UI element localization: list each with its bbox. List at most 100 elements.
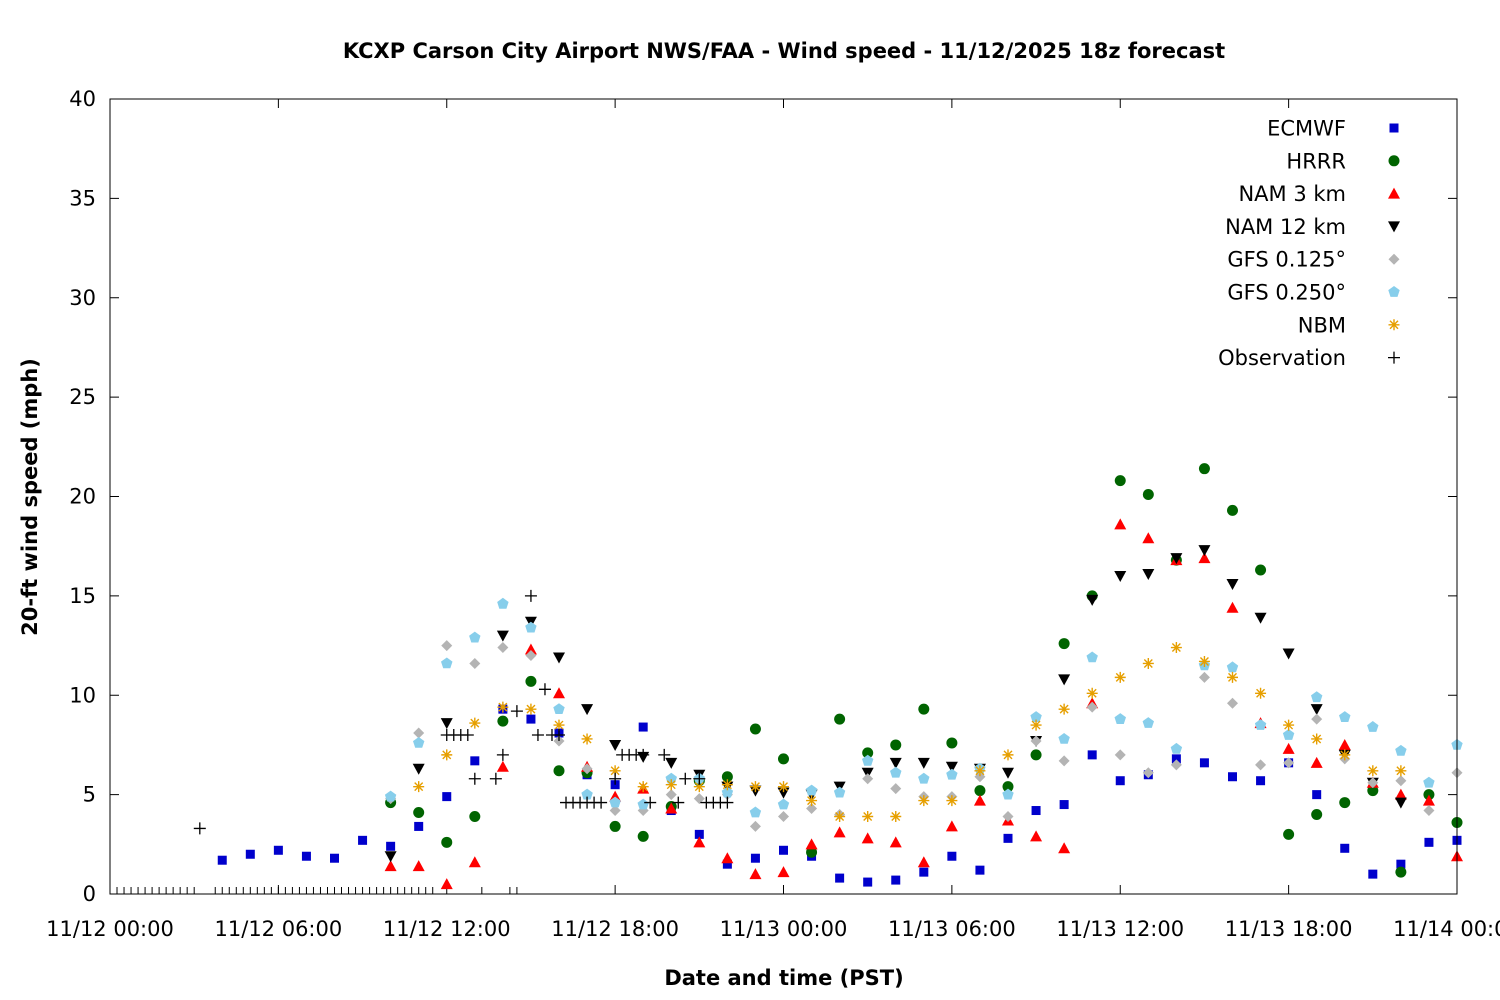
data-point [469, 657, 481, 669]
data-point [889, 757, 902, 769]
data-point [862, 773, 874, 785]
data-point [890, 783, 902, 795]
data-point [891, 875, 901, 885]
x-tick-label: 11/13 18:00 [1225, 917, 1353, 941]
data-point [468, 856, 481, 868]
data-point [1423, 805, 1435, 817]
data-point [1115, 776, 1125, 786]
data-point [1114, 518, 1127, 530]
data-point [1086, 594, 1099, 606]
data-points [193, 463, 1463, 890]
data-point [1114, 475, 1126, 487]
data-point [889, 836, 902, 848]
data-point [440, 878, 453, 890]
data-point [693, 793, 705, 805]
data-point [553, 652, 565, 664]
data-point [553, 765, 565, 777]
data-point [1170, 742, 1183, 754]
data-point [974, 765, 986, 777]
data-point [1226, 661, 1239, 673]
data-point [806, 803, 818, 815]
data-point [1283, 828, 1295, 840]
data-point [778, 781, 789, 793]
chart-title: KCXP Carson City Airport NWS/FAA - Wind … [343, 39, 1225, 63]
data-point [806, 795, 818, 807]
data-point [358, 835, 368, 845]
y-tick-label: 0 [83, 882, 96, 906]
data-point [1030, 830, 1043, 842]
data-point [581, 704, 594, 716]
data-point [442, 792, 452, 802]
data-point [595, 796, 608, 809]
data-point [609, 739, 622, 751]
data-point [497, 701, 509, 713]
data-point [1058, 755, 1070, 767]
data-point [526, 714, 536, 724]
data-point [538, 683, 551, 696]
data-point [553, 687, 565, 699]
data-point [1255, 759, 1267, 771]
data-point [1198, 655, 1210, 667]
data-point [525, 650, 537, 661]
data-point [441, 836, 453, 848]
data-point [1002, 810, 1014, 822]
data-point [1058, 638, 1070, 650]
data-point [581, 788, 593, 800]
data-point [301, 851, 311, 861]
data-point [806, 846, 818, 858]
data-point [1423, 776, 1435, 788]
legend-label: GFS 0.125° [1227, 248, 1346, 272]
data-point [1142, 717, 1154, 728]
legend-marker [1388, 221, 1400, 233]
data-point [672, 796, 685, 809]
data-point [693, 781, 705, 793]
data-point [890, 739, 902, 751]
data-point [440, 718, 453, 730]
data-point [862, 747, 874, 759]
data-point [777, 798, 790, 810]
data-point [1367, 777, 1379, 789]
data-point [749, 723, 761, 735]
data-point [833, 786, 846, 798]
data-point [863, 877, 873, 887]
series-observation [193, 589, 734, 835]
data-point [1142, 489, 1154, 501]
data-point [918, 795, 930, 807]
legend-marker [1388, 155, 1400, 167]
data-point [1199, 758, 1209, 768]
data-point [1030, 719, 1042, 731]
data-point [637, 748, 650, 761]
y-tick-label: 5 [83, 783, 96, 807]
data-point [1058, 703, 1070, 715]
data-point [1086, 687, 1098, 699]
data-point [946, 795, 958, 807]
data-point [834, 713, 846, 725]
x-tick-label: 11/14 00:00 [1393, 917, 1500, 941]
data-point [496, 630, 509, 642]
data-point [946, 768, 958, 780]
data-point [330, 853, 339, 863]
axis-ticks: 0 5 10 15 20 25 30 35 40 11/12 00:00 11/12 06:00 11… [46, 87, 1500, 941]
data-point [1255, 564, 1267, 576]
data-point [1255, 687, 1267, 699]
data-point [1002, 781, 1014, 793]
legend-marker [1388, 253, 1400, 265]
legend: ECMWF HRRR NAM 3 km NAM 12 km GFS 0.125° GFS … [1218, 117, 1400, 370]
data-point [1282, 742, 1295, 754]
data-point [496, 760, 509, 772]
data-point [1312, 790, 1322, 800]
data-point [386, 841, 396, 851]
y-tick-label: 15 [69, 584, 96, 608]
data-point [609, 772, 622, 785]
data-point [1226, 601, 1239, 613]
data-point [1170, 759, 1182, 771]
data-point [1114, 713, 1126, 724]
data-point [469, 717, 481, 729]
data-point [1424, 837, 1434, 847]
data-point [384, 790, 397, 802]
data-point [1254, 719, 1267, 730]
data-point [1395, 866, 1407, 878]
legend-marker [1388, 319, 1400, 331]
data-point [1198, 463, 1210, 475]
legend-label: NAM 12 km [1225, 215, 1346, 239]
